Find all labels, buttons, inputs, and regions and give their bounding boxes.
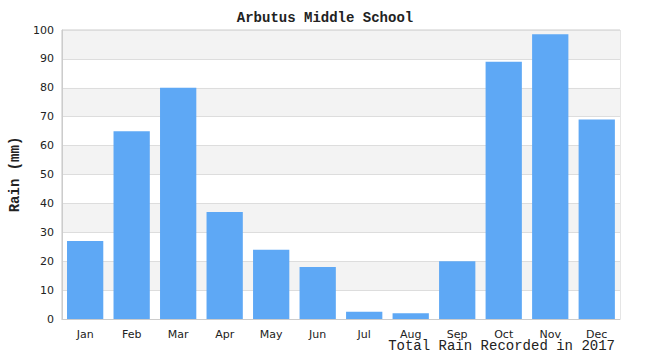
- svg-text:90: 90: [40, 52, 54, 65]
- svg-text:100: 100: [33, 24, 54, 37]
- svg-text:Arbutus Middle School: Arbutus Middle School: [237, 10, 413, 26]
- svg-text:Rain (mm): Rain (mm): [7, 137, 23, 213]
- svg-text:40: 40: [40, 197, 54, 210]
- svg-text:Total Rain Recorded in 2017: Total Rain Recorded in 2017: [388, 338, 615, 354]
- svg-text:20: 20: [40, 255, 54, 268]
- svg-text:May: May: [260, 328, 283, 341]
- svg-text:50: 50: [40, 168, 54, 181]
- svg-text:80: 80: [40, 81, 54, 94]
- svg-text:Apr: Apr: [215, 328, 235, 341]
- svg-text:70: 70: [40, 110, 54, 123]
- svg-text:Jan: Jan: [76, 328, 94, 341]
- svg-text:Aug: Aug: [400, 328, 422, 341]
- svg-text:Sep: Sep: [446, 328, 468, 341]
- svg-text:Feb: Feb: [122, 328, 141, 341]
- svg-text:10: 10: [40, 284, 54, 297]
- svg-text:Jul: Jul: [357, 328, 371, 341]
- svg-text:Jun: Jun: [308, 328, 326, 341]
- svg-text:0: 0: [47, 313, 54, 326]
- svg-text:Mar: Mar: [168, 328, 189, 341]
- svg-text:60: 60: [40, 139, 54, 152]
- svg-text:Oct: Oct: [494, 328, 514, 341]
- svg-text:Nov: Nov: [539, 328, 561, 341]
- svg-text:30: 30: [40, 226, 54, 239]
- svg-text:Dec: Dec: [586, 328, 608, 341]
